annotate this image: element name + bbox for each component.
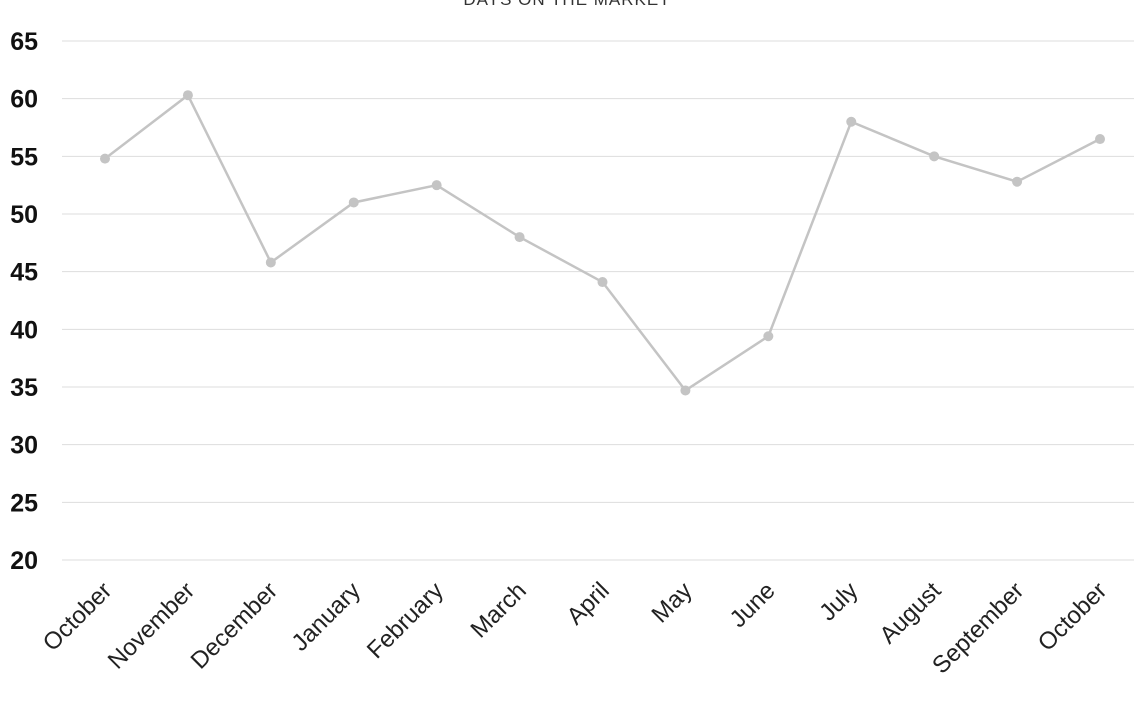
- data-point: [1012, 176, 1023, 187]
- data-point: [597, 277, 608, 288]
- y-tick-label: 60: [10, 86, 38, 114]
- data-point: [265, 257, 276, 268]
- data-point: [929, 151, 940, 162]
- x-tick-label: May: [647, 577, 698, 628]
- x-tick-label: November: [103, 577, 200, 674]
- y-tick-label: 35: [10, 374, 38, 402]
- x-tick-label: August: [874, 577, 946, 649]
- data-point: [348, 197, 359, 208]
- x-tick-label: January: [287, 577, 366, 656]
- data-point: [680, 385, 691, 396]
- y-tick-label: 30: [10, 432, 38, 460]
- y-tick-label: 20: [10, 547, 38, 575]
- y-tick-label: 55: [10, 143, 38, 171]
- data-point: [514, 232, 525, 243]
- series-line: [104, 93, 1101, 393]
- x-tick-label: June: [725, 577, 781, 633]
- y-tick-label: 40: [10, 316, 38, 344]
- y-tick-label: 65: [10, 28, 38, 56]
- y-tick-label: 45: [10, 259, 38, 287]
- data-point: [182, 90, 193, 101]
- x-tick-label: October: [1033, 577, 1112, 656]
- x-tick-label: December: [186, 577, 283, 674]
- x-tick-label: October: [38, 577, 117, 656]
- chart-title: DAYS ON THE MARKET: [463, 0, 670, 9]
- data-point: [763, 331, 774, 342]
- x-tick-label: April: [562, 577, 615, 630]
- data-point: [431, 180, 442, 191]
- y-tick-label: 50: [10, 201, 38, 229]
- data-point: [1095, 134, 1105, 145]
- x-tick-label: February: [362, 577, 449, 664]
- x-tick-label: March: [466, 577, 532, 643]
- data-point: [846, 116, 857, 127]
- data-point: [100, 153, 110, 164]
- x-tick-label: July: [814, 577, 863, 626]
- y-tick-label: 25: [10, 489, 38, 517]
